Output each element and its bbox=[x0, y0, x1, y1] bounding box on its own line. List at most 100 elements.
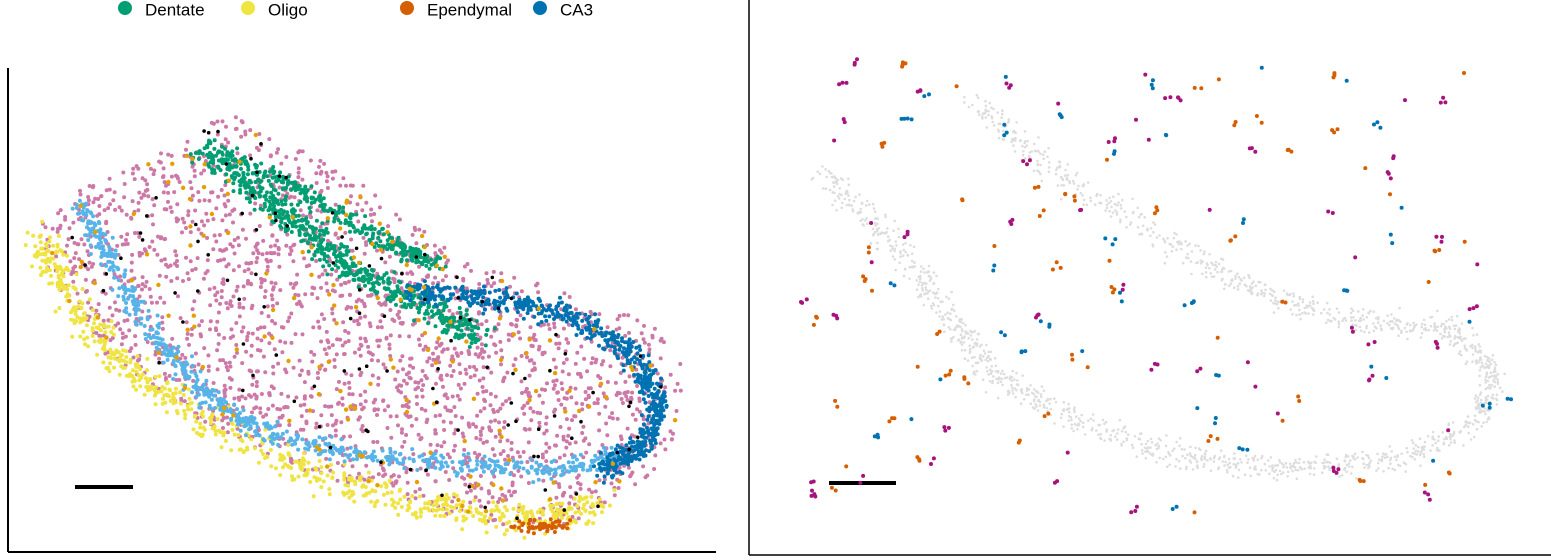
cell-dot bbox=[291, 285, 296, 290]
cell-dot bbox=[216, 310, 221, 315]
cell-dot bbox=[304, 408, 309, 413]
cell-dot bbox=[325, 272, 330, 277]
cell-dot bbox=[544, 441, 549, 446]
cell-dot bbox=[355, 318, 360, 323]
cell-dot bbox=[445, 464, 450, 469]
cell-dot bbox=[44, 244, 49, 249]
cell-dot bbox=[269, 464, 274, 469]
cell-dot bbox=[119, 342, 124, 347]
cell-dot bbox=[433, 513, 438, 518]
cell-dot bbox=[347, 292, 352, 297]
cell-dot bbox=[211, 381, 216, 385]
cell-dot bbox=[274, 150, 279, 155]
cell-dot bbox=[479, 459, 484, 464]
cell-dot bbox=[124, 301, 129, 305]
cell-dot bbox=[488, 392, 493, 396]
cell-dot bbox=[410, 254, 415, 259]
cell-dot bbox=[325, 242, 330, 247]
cell-dot bbox=[111, 198, 116, 203]
cell-dot bbox=[455, 311, 460, 315]
cell-dot bbox=[425, 472, 430, 477]
cell-dot bbox=[228, 242, 233, 247]
cell-dot bbox=[248, 128, 253, 133]
cell-dot bbox=[597, 343, 601, 348]
cell-dot bbox=[214, 239, 219, 244]
cell-dot bbox=[236, 422, 240, 427]
cell-dot bbox=[418, 494, 422, 499]
cell-dot bbox=[195, 256, 200, 261]
cell-dot bbox=[281, 187, 285, 192]
cell-dot bbox=[559, 381, 564, 386]
cell-dot bbox=[361, 483, 366, 488]
cell-dot bbox=[175, 276, 180, 281]
cell-dot bbox=[372, 408, 377, 413]
cell-dot bbox=[204, 386, 209, 391]
cell-dot bbox=[375, 458, 380, 463]
cell-dot bbox=[136, 200, 141, 205]
cell-dot bbox=[524, 386, 529, 391]
cell-dot bbox=[516, 468, 521, 473]
cell-dot bbox=[259, 276, 263, 281]
cell-dot bbox=[293, 157, 298, 161]
legend-label: Dentate bbox=[145, 0, 205, 19]
cell-dot bbox=[607, 503, 612, 508]
cell-dot bbox=[143, 249, 148, 254]
cell-dot bbox=[112, 272, 117, 277]
cell-dot bbox=[194, 394, 199, 399]
cell-dot bbox=[514, 291, 519, 296]
cell-dot bbox=[327, 457, 332, 462]
cell-dot bbox=[213, 326, 218, 331]
cell-dot bbox=[588, 510, 592, 515]
cell-dot bbox=[405, 283, 410, 288]
cell-dot bbox=[336, 236, 341, 241]
cell-dot bbox=[373, 489, 378, 494]
cell-dot bbox=[337, 379, 341, 384]
cell-dot bbox=[260, 441, 265, 446]
cell-dot bbox=[626, 313, 631, 318]
cell-dot bbox=[435, 443, 440, 448]
cell-dot bbox=[445, 373, 449, 378]
cell-dot bbox=[342, 352, 346, 357]
cell-dot bbox=[329, 434, 334, 439]
cell-dot bbox=[231, 181, 236, 186]
cell-dot bbox=[306, 369, 311, 374]
cell-dot bbox=[410, 258, 415, 263]
cell-dot bbox=[382, 244, 387, 249]
cell-dot bbox=[488, 419, 493, 424]
cell-dot bbox=[263, 193, 268, 198]
cell-dot bbox=[201, 276, 206, 281]
cell-dot bbox=[343, 230, 348, 235]
cell-dot bbox=[521, 511, 525, 516]
cell-dot bbox=[76, 211, 80, 216]
cell-dot bbox=[342, 459, 347, 464]
cell-dot bbox=[415, 402, 419, 406]
cell-dot bbox=[169, 350, 174, 355]
cell-dot bbox=[372, 245, 377, 249]
cell-dot bbox=[130, 285, 135, 289]
cell-dot bbox=[475, 413, 480, 418]
cell-dot bbox=[496, 322, 501, 327]
cell-dot bbox=[250, 331, 255, 336]
cell-dot bbox=[39, 273, 43, 278]
cell-dot bbox=[70, 206, 75, 211]
cell-dot bbox=[543, 314, 548, 319]
cell-dot bbox=[576, 481, 580, 485]
cell-dot bbox=[442, 305, 447, 310]
cell-dot bbox=[461, 499, 466, 504]
cell-dot bbox=[170, 336, 175, 341]
cell-dot bbox=[447, 308, 452, 313]
cell-dot bbox=[381, 232, 386, 237]
cell-dot bbox=[253, 244, 258, 249]
cell-dot bbox=[308, 210, 313, 214]
cell-dot bbox=[468, 500, 473, 505]
cell-dot bbox=[541, 322, 546, 327]
cell-dot bbox=[635, 407, 640, 412]
cell-dot bbox=[314, 218, 319, 223]
cell-dot bbox=[607, 415, 612, 420]
cell-dot bbox=[318, 193, 323, 198]
cell-dot bbox=[343, 483, 348, 487]
cell-dot bbox=[522, 411, 527, 416]
cell-dot bbox=[519, 379, 524, 384]
cell-dot bbox=[541, 471, 546, 476]
cell-dot bbox=[181, 279, 185, 283]
